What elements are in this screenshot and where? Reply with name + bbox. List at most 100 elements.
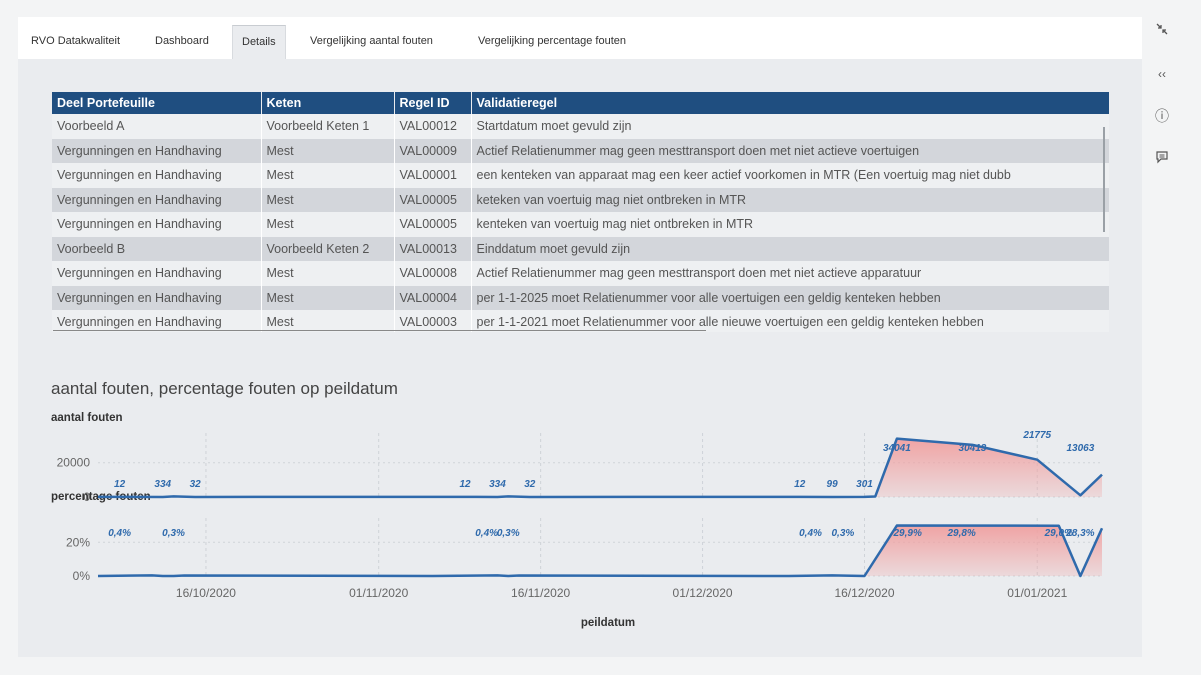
- highlight-area: [864, 525, 1102, 576]
- data-label: 30413: [959, 443, 987, 454]
- chart-title-aantal-fouten: aantal fouten: [51, 412, 123, 424]
- table-row[interactable]: Vergunningen en Handhaving Mest VAL00003 pe…: [52, 310, 1109, 332]
- cell-validatieregel: Actief Relatienummer mag geen mesttransp…: [471, 261, 1109, 286]
- cell-deel-portefeuille: Vergunningen en Handhaving: [52, 163, 262, 188]
- table-row[interactable]: Vergunningen en Handhaving Mest VAL00004 pe…: [52, 285, 1109, 310]
- cell-regel-id: VAL00013: [394, 236, 472, 261]
- report-frame: RVO Datakwaliteit Dashboard Details Verg…: [18, 17, 1142, 657]
- cell-validatieregel: een kenteken van apparaat mag een keer a…: [471, 163, 1109, 188]
- data-label: 13063: [1067, 443, 1095, 454]
- exit-fullscreen-icon[interactable]: [1142, 22, 1182, 39]
- data-label: 29,0%: [1044, 528, 1073, 539]
- y-tick-label: 0: [83, 490, 90, 504]
- table-row[interactable]: Vergunningen en Handhaving Mest VAL00008 Ac…: [52, 261, 1109, 286]
- cell-keten: Mest: [261, 310, 395, 332]
- cell-deel-portefeuille: Vergunningen en Handhaving: [52, 310, 262, 332]
- tab-details[interactable]: Details: [232, 25, 286, 59]
- details-page: Deel Portefeuille Keten Regel ID Validat…: [18, 59, 1142, 657]
- comment-icon[interactable]: [1142, 150, 1182, 167]
- cell-deel-portefeuille: Vergunningen en Handhaving: [52, 138, 262, 163]
- cell-keten: Mest: [261, 212, 395, 237]
- cell-regel-id: VAL00001: [394, 163, 472, 188]
- cell-keten: Mest: [261, 285, 395, 310]
- tab-vergelijking-aantal-fouten[interactable]: Vergelijking aantal fouten: [310, 35, 433, 47]
- data-label: 0,3%: [162, 528, 185, 539]
- line-charts: 0 20000 12 334 32 12 334 32 12 99 301 34041 30413 217…: [57, 430, 1104, 629]
- cell-keten: Voorbeeld Keten 2: [261, 236, 395, 261]
- data-label: 32: [190, 479, 202, 490]
- table-row[interactable]: Voorbeeld B Voorbeeld Keten 2 VAL00013 Eind…: [52, 236, 1109, 261]
- data-label: 28,3%: [1065, 528, 1094, 539]
- highlight-area: [875, 438, 1102, 497]
- cell-deel-portefeuille: Voorbeeld B: [52, 236, 262, 261]
- y-tick-label: 20000: [57, 456, 91, 470]
- table-header-row: Deel Portefeuille Keten Regel ID Validat…: [52, 92, 1109, 114]
- series-line: [97, 524, 1104, 578]
- cell-keten: Voorbeeld Keten 1: [261, 114, 395, 139]
- data-label: 34041: [883, 443, 911, 454]
- info-icon[interactable]: ⓘ: [1155, 108, 1169, 124]
- x-tick-label: 01/01/2021: [1007, 586, 1067, 600]
- right-rail: ‹‹ ⓘ: [1142, 0, 1201, 675]
- cell-validatieregel: per 1-1-2021 moet Relatienummer voor all…: [471, 310, 1109, 332]
- cell-deel-portefeuille: Vergunningen en Handhaving: [52, 285, 262, 310]
- data-label: 29,9%: [892, 528, 921, 539]
- data-label: 334: [489, 479, 506, 490]
- y-tick-label: 0%: [73, 569, 91, 583]
- tab-rvo-datakwaliteit[interactable]: RVO Datakwaliteit: [31, 35, 121, 47]
- validation-table: Deel Portefeuille Keten Regel ID Validat…: [52, 92, 1109, 332]
- cell-keten: Mest: [261, 261, 395, 286]
- y-tick-label: 20%: [66, 535, 90, 549]
- chart-title: aantal fouten, percentage fouten op peil…: [51, 379, 398, 398]
- cell-deel-portefeuille: Voorbeeld A: [52, 114, 262, 139]
- table-row[interactable]: Voorbeeld A Voorbeeld Keten 1 VAL00012 Star…: [52, 114, 1109, 139]
- series-line: [97, 437, 1103, 499]
- table-row[interactable]: Vergunningen en Handhaving Mest VAL00001 ee…: [52, 163, 1109, 188]
- tab-dashboard[interactable]: Dashboard: [155, 35, 209, 47]
- cell-deel-portefeuille: Vergunningen en Handhaving: [52, 212, 262, 237]
- cell-keten: Mest: [261, 138, 395, 163]
- data-label: 301: [856, 479, 873, 490]
- data-label: 0,4%: [108, 528, 131, 539]
- table-body: Voorbeeld A Voorbeeld Keten 1 VAL00012 Star…: [52, 114, 1109, 332]
- cell-regel-id: VAL00005: [394, 212, 472, 237]
- cell-validatieregel: Einddatum moet gevuld zijn: [471, 236, 1109, 261]
- data-label: 12: [114, 479, 126, 490]
- data-label: 334: [154, 479, 171, 490]
- table-row[interactable]: Vergunningen en Handhaving Mest VAL00005 ke…: [52, 212, 1109, 237]
- data-label: 21775: [1022, 430, 1051, 441]
- table-row[interactable]: Vergunningen en Handhaving Mest VAL00009 Ac…: [52, 138, 1109, 163]
- x-tick-label: 01/11/2020: [349, 586, 408, 600]
- tab-vergelijking-percentage-fouten[interactable]: Vergelijking percentage fouten: [478, 35, 626, 47]
- cell-regel-id: VAL00008: [394, 261, 472, 286]
- data-label: 12: [794, 479, 806, 490]
- column-header-validatieregel[interactable]: Validatieregel: [471, 92, 1109, 114]
- cell-deel-portefeuille: Vergunningen en Handhaving: [52, 187, 262, 212]
- cell-keten: Mest: [261, 187, 395, 212]
- cell-validatieregel: keteken van voertuig mag niet ontbreken …: [471, 187, 1109, 212]
- column-header-deel-portefeuille[interactable]: Deel Portefeuille: [52, 92, 262, 114]
- data-label: 32: [524, 479, 536, 490]
- x-tick-label: 01/12/2020: [673, 586, 733, 600]
- tab-bar: RVO Datakwaliteit Dashboard Details Verg…: [18, 17, 1142, 59]
- cell-regel-id: VAL00004: [394, 285, 472, 310]
- data-label: 29,8%: [946, 528, 975, 539]
- cell-regel-id: VAL00005: [394, 187, 472, 212]
- x-axis-label: peildatum: [581, 617, 635, 629]
- x-tick-label: 16/11/2020: [511, 586, 570, 600]
- cell-validatieregel: Startdatum moet gevuld zijn: [471, 114, 1109, 139]
- double-chevron-left-icon[interactable]: ‹‹: [1158, 67, 1166, 81]
- table-scrollbar[interactable]: [1103, 127, 1105, 232]
- data-label: 0,3%: [497, 528, 520, 539]
- table-row[interactable]: Vergunningen en Handhaving Mest VAL00005 ke…: [52, 187, 1109, 212]
- cell-regel-id: VAL00009: [394, 138, 472, 163]
- data-label: 0,4%: [475, 528, 498, 539]
- cell-deel-portefeuille: Vergunningen en Handhaving: [52, 261, 262, 286]
- column-header-keten[interactable]: Keten: [261, 92, 395, 114]
- column-header-regel-id[interactable]: Regel ID: [394, 92, 472, 114]
- data-label: 99: [827, 479, 839, 490]
- cell-validatieregel: per 1-1-2025 moet Relatienummer voor all…: [471, 285, 1109, 310]
- row-underline: [53, 330, 706, 331]
- data-label: 0,4%: [799, 528, 822, 539]
